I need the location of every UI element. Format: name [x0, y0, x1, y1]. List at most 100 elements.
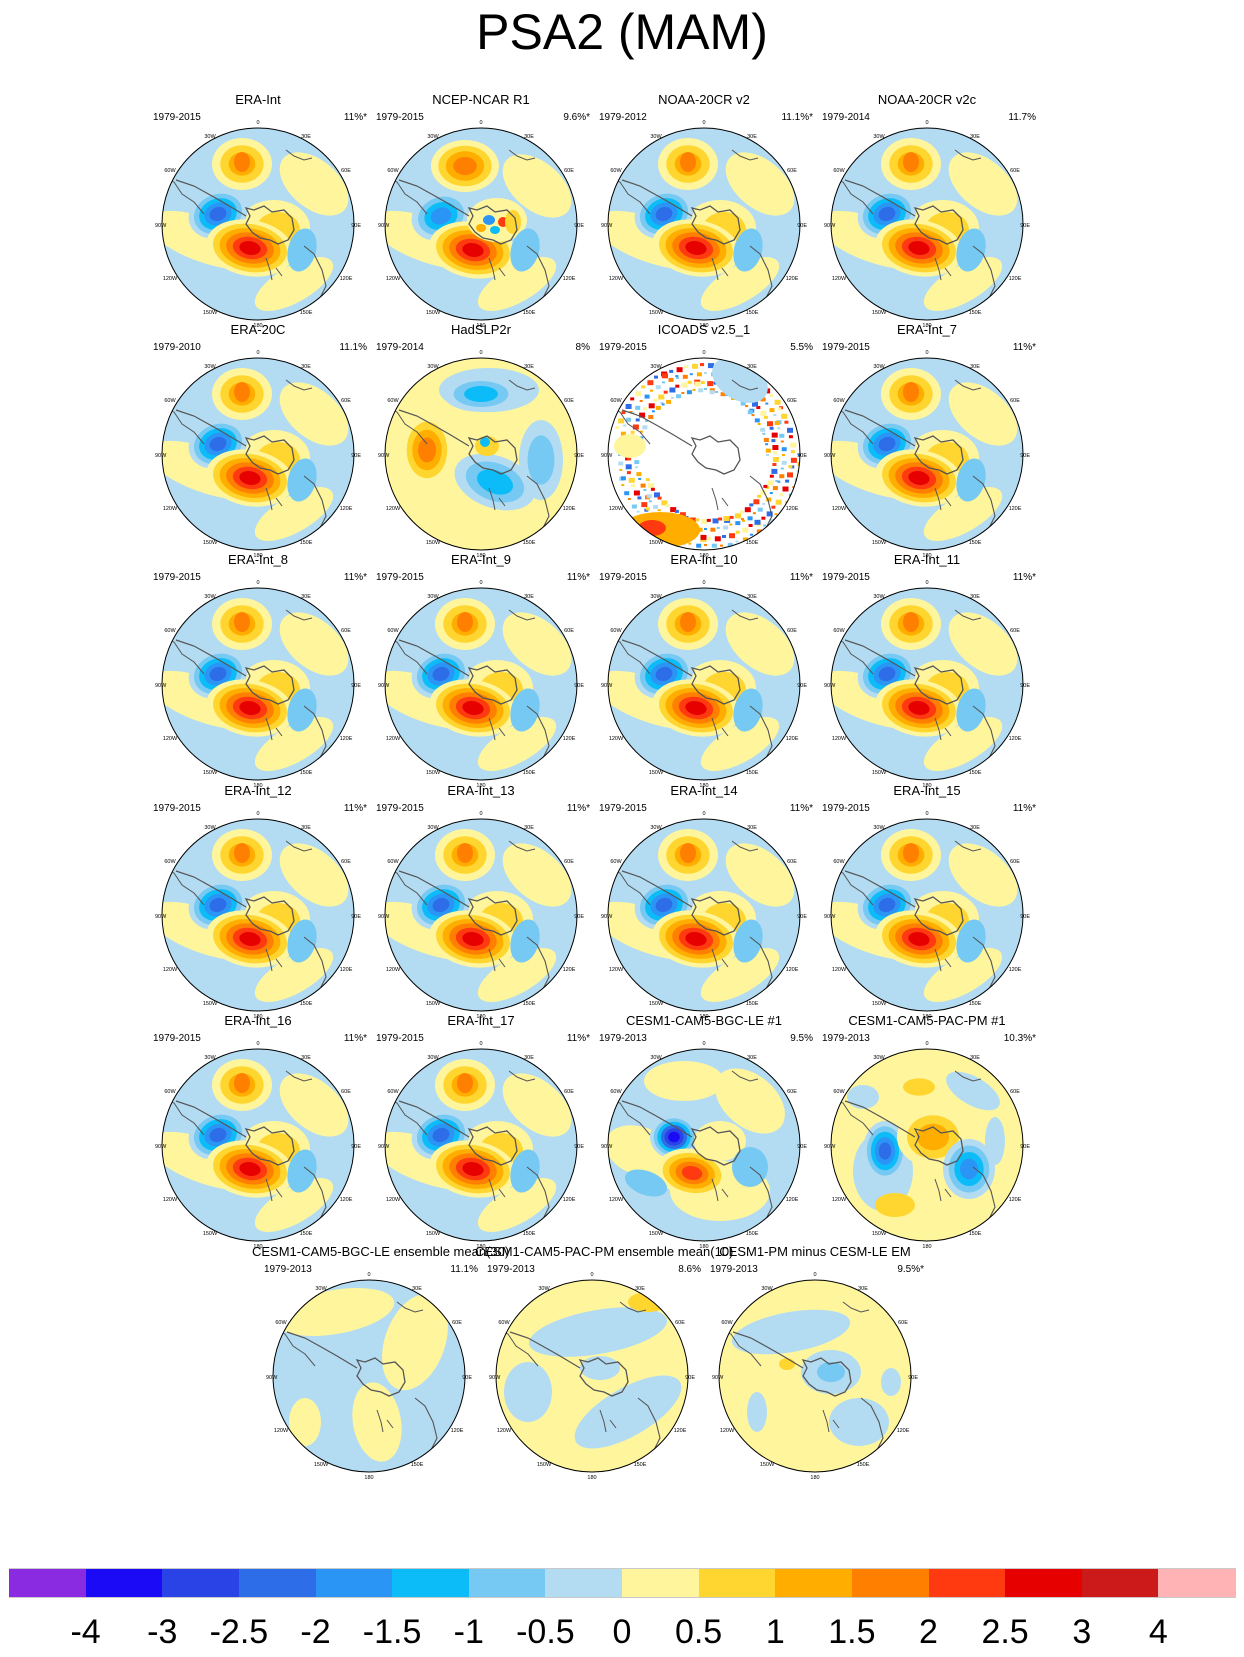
map-label-left_lower: 120W [274, 1428, 289, 1434]
map-label-bottom: 180 [476, 783, 485, 788]
map-label-right_upper: 60E [787, 168, 797, 174]
map-label-right_upper: 60E [341, 628, 351, 634]
map-label-bottom: 180 [253, 323, 262, 328]
map-label-top: 0 [479, 580, 482, 586]
map-label-bottom: 180 [476, 553, 485, 558]
map-label-top: 0 [590, 1272, 593, 1278]
map-label-right_lower: 120E [786, 736, 799, 742]
map-label-left_upper: 60W [610, 859, 622, 865]
map-boundary [607, 587, 801, 781]
map-boundary [830, 357, 1024, 551]
map-label-left_mid: 90W [824, 914, 836, 920]
map-label-upper_right: 30E [970, 825, 980, 831]
map-label-upper_right: 30E [970, 364, 980, 370]
map-boundary [607, 818, 801, 1012]
map-label-left_upper: 60W [721, 1320, 733, 1326]
map-label-right_lower: 120E [1009, 276, 1022, 282]
map-label-left_upper: 60W [833, 398, 845, 404]
map-panel: ERA-Int_12 1979-2015 11%* 0 30W 30E 60W 60E 90W 9… [141, 783, 375, 1019]
panel-title: CESM1-CAM5-BGC-LE ensemble mean(30) [252, 1244, 510, 1259]
map-label-left_mid: 90W [824, 1144, 836, 1150]
contour-field [831, 1049, 1023, 1241]
map-label-lower_right: 150E [300, 540, 313, 546]
map-label-lower_right: 150E [523, 310, 536, 316]
map-label-lower_right: 150E [300, 1001, 313, 1007]
map-label-top: 0 [479, 1041, 482, 1047]
map-label-upper_left: 30W [761, 1286, 773, 1292]
colorbar-box [1081, 1568, 1159, 1598]
map-panel: ERA-20C 1979-2010 11.1% 0 30W 30E 60W 60E 90W 90E… [141, 322, 375, 558]
map-label-right_mid: 90E [797, 683, 807, 689]
map-label-upper_left: 30W [873, 1055, 885, 1061]
map-label-right_upper: 60E [564, 1089, 574, 1095]
panel-years: 1979-2015 [153, 803, 201, 814]
polar-map: 0 30W 30E 60W 60E 90W 90E 120W 120E 150W 150E 180 [824, 811, 1030, 1019]
map-label-lower_right: 150E [411, 1462, 424, 1468]
map-label-bottom: 180 [364, 1475, 373, 1480]
map-label-lower_left: 150W [649, 310, 664, 316]
panel-years: 1979-2015 [153, 1033, 201, 1044]
map-label-upper_right: 30E [858, 1286, 868, 1292]
map-label-right_mid: 90E [1020, 683, 1030, 689]
map-label-right_mid: 90E [1020, 223, 1030, 229]
map-panel: ERA-Int_10 1979-2015 11%* 0 30W 30E 60W 60E 90W 9… [587, 552, 821, 788]
panel-variance-percent: 8.6% [678, 1264, 701, 1275]
colorbar-tick-label: 2.5 [981, 1613, 1029, 1651]
map-label-left_upper: 60W [164, 398, 176, 404]
panel-title: ERA-Int_12 [224, 783, 292, 798]
map-label-lower_right: 150E [300, 770, 313, 776]
map-label-left_mid: 90W [155, 223, 167, 229]
map-label-lower_left: 150W [314, 1462, 329, 1468]
map-panel: ERA-Int_9 1979-2015 11%* 0 30W 30E 60W 60E 90W 90… [364, 552, 598, 788]
panel-years: 1979-2015 [376, 803, 424, 814]
map-label-upper_right: 30E [412, 1286, 422, 1292]
colorbar-box [545, 1568, 623, 1598]
map-label-bottom: 180 [699, 1014, 708, 1019]
map-label-right_mid: 90E [351, 1144, 361, 1150]
map-label-upper_right: 30E [524, 364, 534, 370]
map-label-right_upper: 60E [341, 398, 351, 404]
map-label-lower_right: 150E [746, 310, 759, 316]
contour-field [831, 819, 1023, 1011]
map-label-lower_right: 150E [746, 770, 759, 776]
contour-field [385, 819, 577, 1011]
polar-map: 0 30W 30E 60W 60E 90W 90E 120W 120E 150W 150E 180 [378, 1041, 584, 1249]
map-label-upper_left: 30W [873, 364, 885, 370]
colorbar-tick-label: 1.5 [828, 1613, 876, 1651]
polar-map: 0 30W 30E 60W 60E 90W 90E 120W 120E 150W 150E 180 [824, 120, 1030, 328]
map-label-left_lower: 120W [386, 736, 401, 742]
panel-variance-percent: 11%* [1012, 572, 1036, 583]
map-boundary [161, 818, 355, 1012]
map-panel: ERA-Int_7 1979-2015 11%* 0 30W 30E 60W 60E 90W 90… [810, 322, 1044, 558]
map-label-right_lower: 120E [340, 1197, 353, 1203]
map-label-right_upper: 60E [675, 1320, 685, 1326]
panel-variance-percent: 11%* [1012, 342, 1036, 353]
map-label-top: 0 [479, 120, 482, 126]
map-label-lower_left: 150W [649, 540, 664, 546]
panel-variance-percent: 11%* [566, 803, 590, 814]
panel-title: CESM1-CAM5-BGC-LE #1 [625, 1013, 783, 1028]
panel-years: 1979-2013 [264, 1264, 312, 1275]
map-label-top: 0 [256, 1041, 259, 1047]
map-label-right_mid: 90E [574, 1144, 584, 1150]
map-label-upper_right: 30E [747, 825, 757, 831]
map-label-right_upper: 60E [898, 1320, 908, 1326]
map-label-lower_left: 150W [203, 1001, 218, 1007]
map-panel: ERA-Int_17 1979-2015 11%* 0 30W 30E 60W 60E 90W 9… [364, 1013, 598, 1249]
map-label-left_lower: 120W [163, 506, 178, 512]
polar-map: 0 30W 30E 60W 60E 90W 90E 120W 120E 150W 150E 180 [378, 120, 584, 328]
map-panel: ERA-Int_8 1979-2015 11%* 0 30W 30E 60W 60E 90W 90… [141, 552, 375, 788]
map-label-left_lower: 120W [832, 506, 847, 512]
map-boundary [384, 587, 578, 781]
panel-title: ERA-Int_15 [893, 783, 961, 798]
polar-map: 0 30W 30E 60W 60E 90W 90E 120W 120E 150W 150E 180 [601, 811, 807, 1019]
map-label-bottom: 180 [253, 553, 262, 558]
map-label-upper_right: 30E [524, 594, 534, 600]
colorbar-box [9, 1568, 87, 1598]
map-label-lower_left: 150W [426, 1001, 441, 1007]
map-label-lower_left: 150W [760, 1462, 775, 1468]
map-label-left_upper: 60W [610, 628, 622, 634]
colorbar-tick-label: 3 [1072, 1613, 1092, 1651]
map-label-left_mid: 90W [601, 683, 613, 689]
map-label-left_upper: 60W [164, 168, 176, 174]
